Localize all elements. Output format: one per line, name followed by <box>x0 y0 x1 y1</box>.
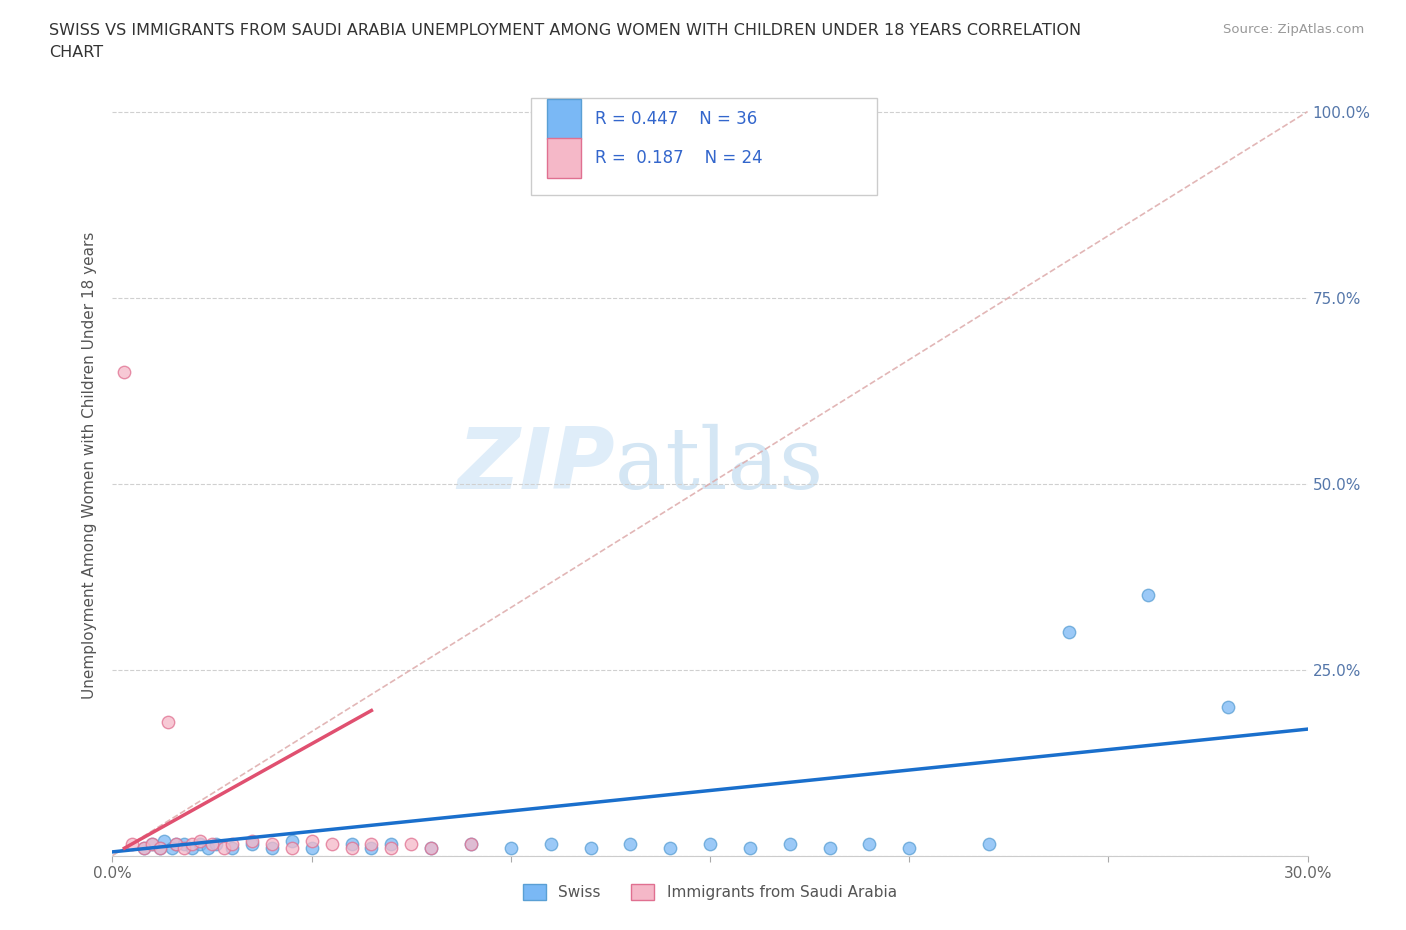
Point <box>619 837 641 852</box>
Point <box>240 833 263 848</box>
Point <box>134 841 156 856</box>
Point <box>340 837 363 852</box>
Point <box>162 841 183 856</box>
Point <box>181 841 204 856</box>
Point <box>420 841 443 856</box>
Text: atlas: atlas <box>614 423 824 507</box>
Point <box>321 837 343 852</box>
Text: R =  0.187    N = 24: R = 0.187 N = 24 <box>595 150 763 167</box>
Legend: Swiss, Immigrants from Saudi Arabia: Swiss, Immigrants from Saudi Arabia <box>517 878 903 907</box>
Point <box>659 841 682 856</box>
Point <box>779 837 801 852</box>
Point <box>141 837 163 852</box>
Text: ZIP: ZIP <box>457 423 614 507</box>
Point <box>738 841 761 856</box>
Text: CHART: CHART <box>49 45 103 60</box>
Point <box>240 837 263 852</box>
Point <box>281 841 304 856</box>
Point <box>165 837 187 852</box>
Point <box>499 841 522 856</box>
Point <box>360 837 382 852</box>
Point <box>153 833 176 848</box>
Point <box>181 837 204 852</box>
Point <box>221 841 243 856</box>
Point <box>460 837 482 852</box>
Text: SWISS VS IMMIGRANTS FROM SAUDI ARABIA UNEMPLOYMENT AMONG WOMEN WITH CHILDREN UND: SWISS VS IMMIGRANTS FROM SAUDI ARABIA UN… <box>49 23 1081 38</box>
Point <box>212 841 235 856</box>
Point <box>579 841 602 856</box>
Point <box>157 714 180 729</box>
Point <box>121 837 143 852</box>
Point <box>188 837 211 852</box>
Point <box>173 837 195 852</box>
Point <box>1216 699 1239 714</box>
Point <box>380 841 402 856</box>
Point <box>420 841 443 856</box>
Point <box>141 837 163 852</box>
Point <box>301 833 323 848</box>
Point <box>699 837 721 852</box>
Point <box>977 837 1000 852</box>
Point <box>1137 588 1160 603</box>
Point <box>260 837 283 852</box>
Point <box>221 837 243 852</box>
Point <box>188 833 211 848</box>
Point <box>898 841 921 856</box>
Point <box>149 841 172 856</box>
FancyBboxPatch shape <box>531 98 877 195</box>
Point <box>201 837 224 852</box>
Point <box>858 837 880 852</box>
Point <box>818 841 841 856</box>
Y-axis label: Unemployment Among Women with Children Under 18 years: Unemployment Among Women with Children U… <box>82 232 97 698</box>
Point <box>301 841 323 856</box>
Text: R = 0.447    N = 36: R = 0.447 N = 36 <box>595 111 758 128</box>
Point <box>197 841 219 856</box>
Point <box>205 837 228 852</box>
Point <box>460 837 482 852</box>
Point <box>401 837 423 852</box>
Text: Source: ZipAtlas.com: Source: ZipAtlas.com <box>1223 23 1364 36</box>
Point <box>281 833 304 848</box>
FancyBboxPatch shape <box>547 100 581 140</box>
Point <box>149 841 172 856</box>
Point <box>165 837 187 852</box>
Point <box>114 365 135 379</box>
Point <box>1057 625 1080 640</box>
FancyBboxPatch shape <box>547 139 581 179</box>
Point <box>360 841 382 856</box>
Point <box>173 841 195 856</box>
Point <box>380 837 402 852</box>
Point <box>540 837 562 852</box>
Point <box>340 841 363 856</box>
Point <box>260 841 283 856</box>
Point <box>134 841 156 856</box>
